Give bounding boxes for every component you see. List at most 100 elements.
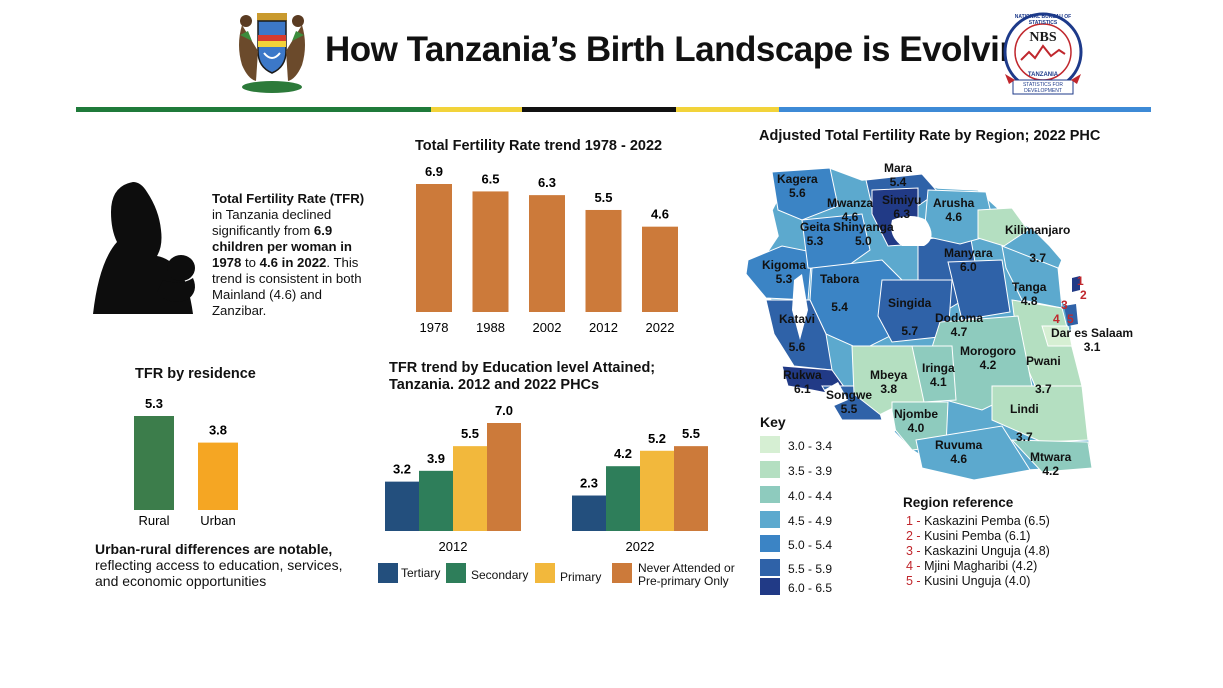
residence-note-rest: reflecting access to education, services…: [95, 557, 343, 589]
trend-bar-1988: [472, 191, 509, 312]
map-label-shinyanga: Shinyanga 5.0: [833, 220, 894, 248]
header-stripe-blue: [779, 107, 1151, 112]
map-label-pwani: Pwani 3.7: [1026, 354, 1061, 396]
trend-bar-2022: [642, 226, 678, 312]
trend-bar-2002: [529, 195, 565, 312]
map-label-mbeya: Mbeya 3.8: [870, 368, 908, 396]
header-stripe-green: [76, 107, 431, 112]
edu-bar-2022-never: [674, 446, 708, 531]
trend-category-1978: 1978: [420, 320, 449, 335]
map-label-manyara: Manyara 6.0: [944, 246, 993, 274]
tfr-trend-title: Total Fertility Rate trend 1978 - 2022: [415, 138, 663, 154]
key-swatch-1: [760, 436, 780, 453]
map-label-tabora: Tabora 5.4: [820, 272, 860, 314]
nbs-logo-ring-text: NATIONAL BUREAU OF STATISTICS: [1014, 14, 1072, 26]
edu-bar-2012-secondary: [419, 470, 453, 531]
legend-never-swatch: [612, 563, 632, 583]
region-ref-1: 1 - Kaskazini Pemba (6.5): [906, 514, 1050, 528]
education-title-2: Tanzania. 2012 and 2022 PHCs: [389, 377, 600, 393]
map-label-ruvuma: Ruvuma 4.6: [935, 438, 983, 466]
nbs-logo-mark: NBS: [1029, 30, 1057, 45]
edu-bar-2022-secondary: [606, 466, 640, 531]
key-label-6: 5.5 - 5.9: [788, 562, 833, 576]
trend-value-1988: 6.5: [481, 171, 499, 186]
trend-value-1978: 6.9: [425, 164, 443, 179]
map-label-singida: Singida 5.7: [888, 296, 932, 338]
map-label-rukwa: Rukwa 6.1: [783, 368, 822, 396]
key-label-5: 5.0 - 5.4: [788, 538, 833, 552]
trend-category-2012: 2012: [589, 320, 618, 335]
edu-bar-2012-tertiary: [385, 481, 419, 531]
legend-tertiary-swatch: [378, 563, 398, 583]
residence-bar-rural: [134, 416, 174, 510]
key-label-2: 3.5 - 3.9: [788, 464, 833, 478]
key-label-4: 4.5 - 4.9: [788, 514, 833, 528]
edu-category-2012: 2012: [439, 539, 468, 554]
map-label-tanga: Tanga 4.8: [1012, 280, 1047, 308]
map-label-kilimanjaro: Kilimanjaro 3.7: [1005, 223, 1071, 265]
island-number-4: 4: [1053, 312, 1060, 326]
region-reference-list: 1 - Kaskazini Pemba (6.5) 2 - Kusini Pem…: [906, 514, 1106, 589]
region-ref-4: 4 - Mjini Magharibi (4.2): [906, 559, 1038, 573]
island-number-3: 3: [1061, 298, 1068, 312]
nbs-logo-country: TANZANIA: [1027, 72, 1059, 78]
map-key-title: Key: [760, 414, 786, 430]
map-label-katavi: Katavi 5.6: [779, 312, 816, 354]
key-swatch-7: [760, 578, 780, 595]
map-label-morogoro: Morogoro 4.2: [960, 344, 1016, 372]
map-label-iringa: Iringa 4.1: [922, 361, 955, 389]
key-label-3: 4.0 - 4.4: [788, 489, 833, 503]
edu-value-2012-primary: 5.5: [461, 426, 479, 441]
map-label-mwanza: Mwanza 4.6: [827, 196, 874, 224]
legend-never-label-1: Never Attended or: [638, 561, 735, 575]
legend-primary-label: Primary: [560, 570, 602, 584]
edu-value-2012-never: 7.0: [495, 403, 513, 418]
tfr-intro-text: Total Fertility Rate (TFR) in Tanzania d…: [212, 191, 372, 319]
trend-bar-2012: [585, 209, 622, 312]
residence-bar-urban: [198, 442, 238, 510]
key-swatch-5: [760, 535, 780, 552]
edu-value-2022-tertiary: 2.3: [580, 476, 598, 491]
coat-of-arms-emblem: [224, 5, 320, 95]
island-number-1: 1: [1077, 274, 1084, 288]
intro-tail: . This trend is consistent in both Mainl…: [212, 255, 362, 318]
residence-title: TFR by residence: [135, 366, 256, 382]
map-label-lindi: Lindi 3.7: [1010, 402, 1039, 444]
residence-note: Urban-rural differences are notable, ref…: [95, 541, 355, 589]
map-label-dodoma: Dodoma 4.7: [935, 311, 983, 339]
key-label-7: 6.0 - 6.5: [788, 581, 833, 595]
edu-bar-2022-tertiary: [572, 495, 606, 531]
edu-bar-2022-primary: [640, 450, 674, 531]
legend-tertiary-label: Tertiary: [401, 566, 441, 580]
trend-bar-1978: [416, 184, 452, 312]
edu-bar-2012-never: [487, 423, 521, 531]
key-swatch-3: [760, 486, 780, 503]
header-stripe-black: [522, 107, 676, 112]
edu-bar-2012-primary: [453, 446, 487, 531]
residence-note-bold: Urban-rural differences are notable,: [95, 541, 333, 557]
edu-value-2022-secondary: 4.2: [614, 446, 632, 461]
tanzania-region-map: [742, 150, 1112, 485]
intro-bold-1978: 6.9 children per woman in 1978: [212, 223, 352, 270]
trend-value-2002: 6.3: [538, 175, 556, 190]
residence-value-urban: 3.8: [209, 423, 227, 438]
map-label-kagera: Kagera 5.6: [777, 172, 818, 200]
nbs-logo: NATIONAL BUREAU OF STATISTICS NBS TANZAN…: [999, 10, 1087, 98]
map-label-songwe: Songwe 5.5: [826, 388, 873, 416]
map-label-dar-es-salaam: Dar es Salaam 3.1: [1051, 326, 1134, 354]
trend-category-1988: 1988: [476, 320, 505, 335]
key-label-1: 3.0 - 3.4: [788, 439, 833, 453]
trend-value-2022: 4.6: [651, 207, 669, 222]
island-number-2: 2: [1080, 288, 1087, 302]
intro-mid2: to: [241, 255, 260, 270]
map-title: Adjusted Total Fertility Rate by Region;…: [759, 128, 1101, 144]
education-title-1: TFR trend by Education level Attained;: [389, 360, 656, 376]
header-stripe-yellow-right: [676, 107, 779, 112]
edu-value-2022-primary: 5.2: [648, 431, 666, 446]
map-label-kigoma: Kigoma 5.3: [762, 258, 807, 286]
region-ref-2: 2 - Kusini Pemba (6.1): [906, 529, 1031, 543]
nbs-logo-slogan: STATISTICS FOR DEVELOPMENT: [1022, 82, 1064, 94]
page-title: How Tanzania’s Birth Landscape is Evolvi…: [325, 30, 1042, 69]
edu-value-2022-never: 5.5: [682, 426, 700, 441]
edu-value-2012-tertiary: 3.2: [393, 462, 411, 477]
